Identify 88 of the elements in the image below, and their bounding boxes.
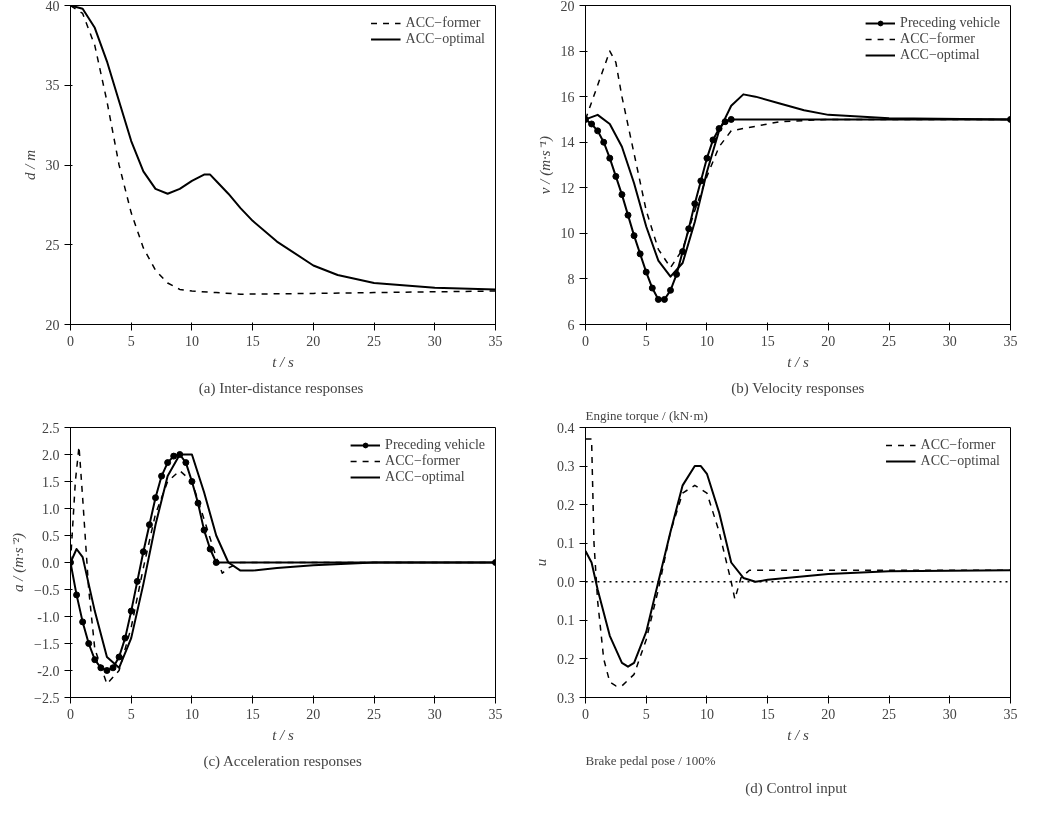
x-tick-label: 35 xyxy=(488,333,503,349)
legend-label: ACC−optimal xyxy=(900,47,980,63)
x-tick-label: 20 xyxy=(306,333,321,349)
y-tick-label: 1.5 xyxy=(42,474,60,490)
text: (b) Velocity responses xyxy=(731,379,865,397)
x-tick-label: 5 xyxy=(127,706,135,722)
text: Brake pedal pose / 100% xyxy=(585,752,716,768)
x-tick-label: 35 xyxy=(488,706,503,722)
y-tick-label: 2.0 xyxy=(42,447,60,463)
legend-label: ACC−optimal xyxy=(920,453,1000,469)
x-tick-label: 35 xyxy=(1003,706,1018,722)
y-axis-title: u xyxy=(533,558,549,567)
y-tick-label: 12 xyxy=(560,180,575,196)
y-tick-label: 8 xyxy=(567,271,575,287)
y-tick-label: 20 xyxy=(560,0,575,14)
text: (c) Acceleration responses xyxy=(203,752,362,770)
y-tick-label: 0.0 xyxy=(557,574,575,590)
x-tick-label: 0 xyxy=(582,706,589,722)
y-axis-title: d / m xyxy=(21,149,38,180)
x-tick-label: 30 xyxy=(942,706,957,722)
y-tick-label: 0.1 xyxy=(557,536,575,552)
x-axis-title: t / s xyxy=(272,353,294,370)
x-tick-label: 30 xyxy=(942,333,957,349)
legend-label: ACC−optimal xyxy=(385,469,465,485)
legend-label: ACC−former xyxy=(385,453,460,469)
x-tick-label: 20 xyxy=(821,706,836,722)
x-tick-label: 10 xyxy=(184,706,199,722)
x-tick-label: 5 xyxy=(642,706,650,722)
x-tick-label: 0 xyxy=(582,333,589,349)
y-tick-label: 16 xyxy=(560,89,575,105)
legend-label: ACC−former xyxy=(920,437,996,453)
y-tick-label: 0.0 xyxy=(42,555,60,571)
y-tick-label: 0.5 xyxy=(42,528,60,544)
y-tick-label: −1.5 xyxy=(34,636,60,652)
y-tick-label: 35 xyxy=(45,78,60,94)
y-tick-label: 6 xyxy=(567,317,575,333)
x-axis-title: t / s xyxy=(787,353,809,370)
x-tick-label: 5 xyxy=(642,333,650,349)
y-tick-label: 0.2 xyxy=(557,497,575,513)
x-tick-label: 10 xyxy=(184,333,199,349)
x-axis-title: t / s xyxy=(787,726,809,743)
y-tick-label: 0.2 xyxy=(557,651,575,667)
y-tick-label: −2.5 xyxy=(34,690,60,706)
x-tick-label: 5 xyxy=(127,333,135,349)
legend-label: ACC−former xyxy=(405,15,481,31)
y-tick-label: 40 xyxy=(45,0,60,14)
x-tick-label: 25 xyxy=(367,706,382,722)
legend-label: Preceding vehicle xyxy=(900,15,1000,31)
x-tick-label: 20 xyxy=(821,333,836,349)
text: (a) Inter-distance responses xyxy=(198,379,364,397)
y-tick-label: 1.0 xyxy=(42,501,60,517)
y-tick-label: 30 xyxy=(45,158,60,173)
y-tick-label: 20 xyxy=(45,317,60,333)
legend-label: ACC−optimal xyxy=(405,31,485,47)
y-tick-label: −0.5 xyxy=(34,582,60,598)
y-tick-label: 0.3 xyxy=(557,690,575,706)
y-tick-label: 14 xyxy=(560,135,575,151)
y-tick-label: 0.1 xyxy=(557,613,575,629)
y-axis-title: v / (m·s⁻¹) xyxy=(536,135,554,195)
x-tick-label: 30 xyxy=(427,706,442,722)
legend-label: Preceding vehicle xyxy=(385,437,485,453)
x-tick-label: 0 xyxy=(67,333,74,349)
y-tick-label: 0.4 xyxy=(557,420,575,436)
y-tick-label: -1.0 xyxy=(37,609,60,625)
x-tick-label: 0 xyxy=(67,706,74,722)
y-tick-label: 2.5 xyxy=(42,420,60,436)
text: (d) Control input xyxy=(745,779,848,797)
x-tick-label: 25 xyxy=(367,333,382,349)
x-tick-label: 30 xyxy=(427,333,442,349)
x-tick-label: 25 xyxy=(882,706,897,722)
y-axis-title: a / (m·s⁻²) xyxy=(10,532,28,593)
x-tick-label: 35 xyxy=(1003,333,1018,349)
x-tick-label: 10 xyxy=(699,333,714,349)
x-tick-label: 15 xyxy=(760,706,775,722)
x-tick-label: 15 xyxy=(760,333,775,349)
x-tick-label: 15 xyxy=(245,333,260,349)
x-tick-label: 15 xyxy=(245,706,260,722)
y-tick-label: 10 xyxy=(560,226,575,242)
text: Engine torque / (kN·m) xyxy=(585,407,708,423)
x-axis-title: t / s xyxy=(272,726,294,743)
legend-label: ACC−former xyxy=(900,31,975,47)
x-tick-label: 25 xyxy=(882,333,897,349)
y-tick-label: 25 xyxy=(45,237,60,253)
x-tick-label: 10 xyxy=(699,706,714,722)
y-tick-label: 18 xyxy=(560,44,575,60)
y-tick-label: -2.0 xyxy=(37,663,60,679)
y-tick-label: 0.3 xyxy=(557,459,575,475)
x-tick-label: 20 xyxy=(306,706,321,722)
